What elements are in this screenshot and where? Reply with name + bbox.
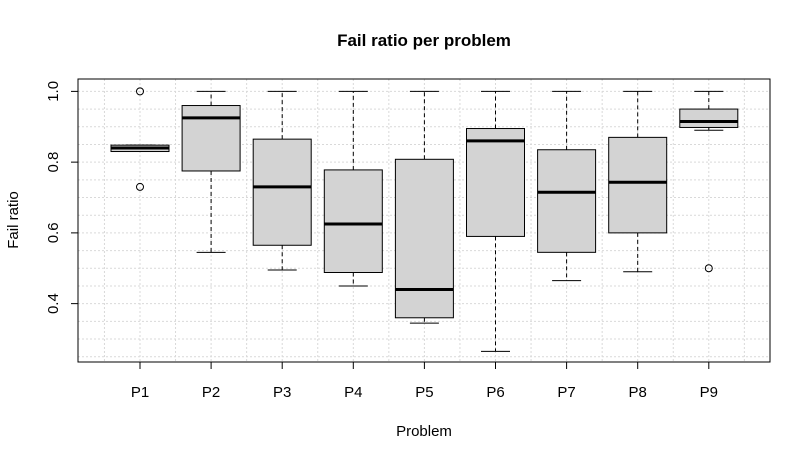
y-tick-label: 0.8: [45, 152, 62, 173]
y-tick-label: 0.4: [45, 293, 62, 314]
y-axis-label: Fail ratio: [5, 191, 22, 249]
box-P3: [252, 90, 312, 271]
x-tick-label: P8: [629, 384, 647, 401]
x-tick-label: P7: [557, 384, 575, 401]
x-tick-label: P9: [700, 384, 718, 401]
box-P2: [181, 90, 241, 253]
x-tick-label: P2: [202, 384, 220, 401]
box-P9: [679, 90, 739, 273]
outlier-point: [704, 264, 713, 273]
chart-title: Fail ratio per problem: [337, 31, 511, 50]
box-P7: [537, 90, 597, 282]
box-iqr: [679, 108, 739, 128]
y-tick-label: 0.6: [45, 222, 62, 243]
box-iqr: [323, 169, 383, 274]
box-P1: [110, 87, 170, 191]
box-iqr: [252, 138, 312, 246]
box-iqr: [537, 149, 597, 253]
x-tick-label: P5: [415, 384, 433, 401]
y-tick-label: 1.0: [45, 81, 62, 102]
box-P5: [394, 90, 454, 324]
box-P6: [466, 90, 525, 352]
outlier-point: [136, 87, 144, 96]
y-axis: 0.4 0.6 0.8 1.0: [45, 81, 79, 314]
boxes: [110, 87, 739, 352]
x-axis-label: Problem: [396, 423, 452, 440]
x-axis: P1 P2 P3 P4 P5 P6 P7 P8 P9: [131, 361, 718, 401]
box-iqr: [466, 128, 525, 237]
x-tick-label: P6: [486, 384, 504, 401]
box-iqr: [394, 158, 454, 319]
x-tick-label: P3: [273, 384, 291, 401]
box-P4: [323, 90, 383, 287]
outlier-point: [136, 182, 144, 191]
box-iqr: [181, 105, 241, 172]
box-P8: [608, 90, 668, 273]
box-iqr: [608, 136, 668, 234]
x-tick-label: P4: [344, 384, 362, 401]
x-tick-label: P1: [131, 384, 149, 401]
